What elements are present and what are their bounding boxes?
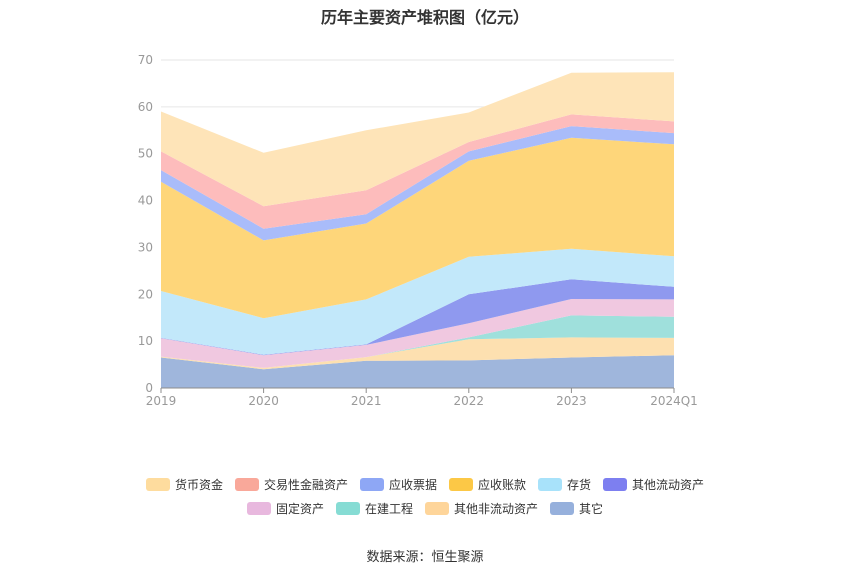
legend-item[interactable]: 其它 [550, 500, 603, 517]
legend-item[interactable]: 固定资产 [246, 500, 324, 517]
x-tick-label: 2019 [146, 394, 177, 408]
legend-label: 应收账款 [478, 477, 527, 492]
legend-label: 交易性金融资产 [263, 477, 348, 492]
legend-label: 固定资产 [275, 501, 324, 516]
area-series [161, 72, 674, 388]
legend-swatch [335, 501, 360, 515]
area-10 [161, 72, 674, 207]
area-2 [161, 337, 674, 370]
legend-item[interactable]: 应收账款 [449, 476, 526, 493]
legend-swatch [550, 501, 575, 515]
axes: 0 10 20 30 40 50 60 70 2019 2020 2021 2022 2023 2024Q… [138, 53, 698, 408]
legend-item[interactable]: 交易性金融资产 [234, 476, 348, 493]
legend-swatch [246, 501, 271, 515]
legend-label: 在建工程 [364, 501, 413, 516]
legend-label: 其它 [579, 501, 604, 516]
legend-swatch [538, 477, 563, 491]
y-tick-label: 60 [138, 100, 153, 114]
legend-swatch [359, 477, 384, 491]
legend-item[interactable]: 其他流动资产 [603, 476, 704, 493]
legend-label: 其他非流动资产 [454, 501, 539, 516]
x-tick-label: 2022 [454, 394, 485, 408]
legend-label: 其他流动资产 [632, 477, 705, 492]
x-tick-label: 2024Q1 [650, 394, 698, 408]
y-tick-label: 20 [138, 287, 153, 301]
y-tick-label: 70 [138, 53, 153, 67]
legend-item[interactable]: 应收票据 [359, 476, 437, 493]
area-6 [161, 248, 674, 355]
x-tick-label: 2023 [556, 394, 587, 408]
x-tick-label: 2021 [351, 394, 382, 408]
legend-item[interactable]: 其他非流动资产 [425, 500, 538, 517]
y-tick-label: 10 [138, 334, 153, 348]
area-1 [161, 355, 674, 388]
legend-swatch [425, 501, 449, 515]
y-tick-label: 50 [138, 147, 153, 161]
y-tick-label: 0 [145, 381, 153, 395]
x-tick-label: 2020 [248, 394, 279, 408]
legend-swatch [145, 477, 170, 491]
area-5 [161, 279, 674, 356]
legend-label: 货币资金 [174, 477, 223, 492]
area-7 [161, 137, 674, 319]
chart-title: 历年主要资产堆积图（亿元） [320, 8, 529, 27]
data-source-note: 数据来源：恒生聚源 [366, 550, 484, 565]
legend: 货币资金 交易性金融资产 应收票据 应收账款 存货 其他流动资产固定资产 在建工程 其他非流动… [0, 472, 850, 520]
legend-label: 应收票据 [388, 477, 437, 492]
legend-row: 固定资产 在建工程 其他非流动资产 其它 [0, 496, 850, 520]
area-4 [161, 299, 674, 368]
area-9 [161, 114, 674, 229]
stacked-area-chart: 0 10 20 30 40 50 60 70 2019 2020 2021 2022 2023 2024Q… [138, 53, 698, 408]
legend-label: 存货 [567, 477, 592, 492]
y-tick-label: 40 [138, 194, 153, 208]
legend-row: 货币资金 交易性金融资产 应收票据 应收账款 存货 其他流动资产 [0, 472, 850, 496]
legend-item[interactable]: 存货 [538, 476, 591, 493]
area-3 [161, 315, 674, 368]
area-8 [161, 126, 674, 241]
y-tick-label: 30 [138, 240, 153, 254]
legend-swatch [449, 477, 473, 491]
legend-swatch [234, 477, 259, 491]
legend-swatch [603, 477, 628, 491]
legend-item[interactable]: 货币资金 [145, 476, 223, 493]
legend-item[interactable]: 在建工程 [335, 500, 413, 517]
